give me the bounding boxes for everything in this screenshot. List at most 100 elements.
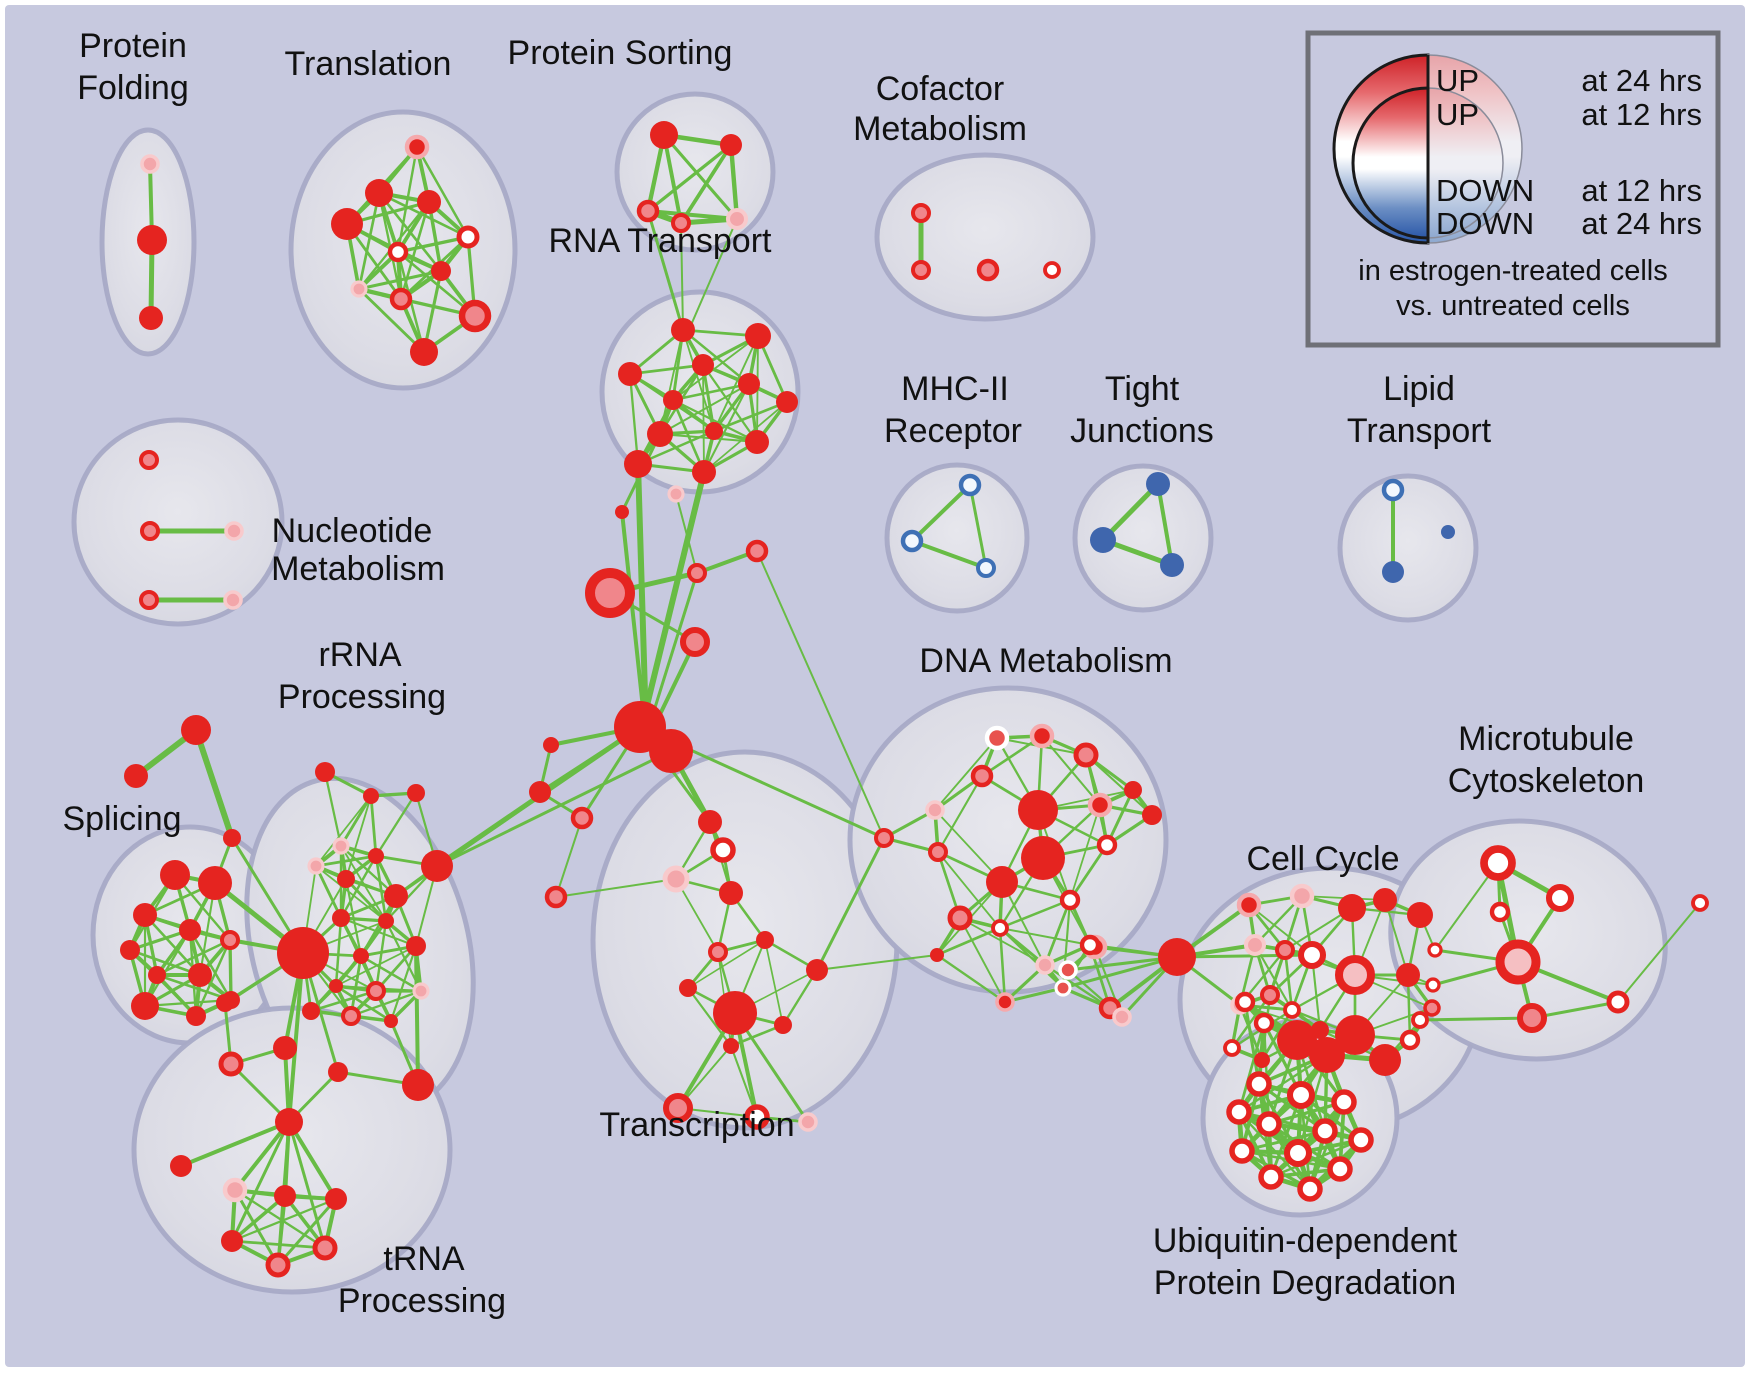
edge-transcription <box>764 939 784 1026</box>
edge <box>756 550 885 839</box>
legend-inner-circle-left-icon <box>1351 86 1430 240</box>
node-pink <box>687 563 707 583</box>
edge <box>646 571 699 732</box>
node-red <box>274 1185 296 1207</box>
node-donut <box>1399 1029 1421 1051</box>
edge-splicing <box>155 973 233 1002</box>
edge-rrna-processing <box>315 865 387 922</box>
node-pale <box>925 800 945 820</box>
node-red <box>332 909 350 927</box>
node-donut <box>1258 1164 1284 1190</box>
legend-inner-circle-right-icon <box>1427 87 1504 239</box>
edge-rrna-processing <box>323 770 343 848</box>
edge-rrna-processing <box>374 791 418 858</box>
edge-rna-transport <box>671 382 751 402</box>
node-red <box>618 362 642 386</box>
edge <box>816 954 938 971</box>
node-red <box>1142 805 1162 825</box>
edge-dna-metabolism <box>1043 963 1112 1010</box>
node-red <box>1309 1037 1345 1073</box>
node-red <box>302 1002 320 1020</box>
node-red <box>329 979 343 993</box>
edge <box>910 483 972 543</box>
edge <box>1061 955 1179 990</box>
node-donut <box>1297 1176 1323 1202</box>
node-blue <box>1441 525 1455 539</box>
node-pale <box>1112 1007 1132 1027</box>
edge-rrna-processing <box>349 954 363 1018</box>
edge-translation <box>357 269 443 291</box>
node-red <box>1254 1052 1270 1068</box>
node-donut <box>1246 1071 1272 1097</box>
edge-cell-cycle <box>1384 899 1409 976</box>
label-protein-folding-2: Folding <box>77 69 189 107</box>
node-pink <box>341 1006 361 1026</box>
edge-dna-metabolism <box>998 898 1072 930</box>
node-red <box>615 505 629 519</box>
edge <box>287 951 305 1124</box>
node-pink <box>585 568 635 618</box>
node-red <box>417 190 441 214</box>
node-pale <box>224 521 244 541</box>
node-red <box>131 992 159 1020</box>
node-pale <box>412 982 430 1000</box>
node-red <box>692 460 716 484</box>
node-red <box>402 1069 434 1101</box>
node-pink <box>458 299 492 333</box>
label-translation: Translation <box>285 45 452 83</box>
node-red <box>179 919 201 941</box>
node-red <box>363 788 379 804</box>
edge-rrna-processing <box>359 954 423 993</box>
edge-splicing <box>143 928 192 1008</box>
node-pale <box>725 207 749 231</box>
node-pcore <box>1495 939 1541 985</box>
node-red <box>663 390 683 410</box>
node-red <box>647 421 673 447</box>
edge <box>414 944 420 1087</box>
node-pink <box>708 942 728 962</box>
legend-down-24-dir: DOWN <box>1436 206 1534 241</box>
node-blue <box>1146 472 1170 496</box>
node-donut <box>1331 1089 1357 1115</box>
legend-up-12-dir: UP <box>1436 97 1479 132</box>
node-donut <box>1327 1156 1353 1182</box>
cluster-lipid-transport-ellipse <box>1337 473 1479 623</box>
edge-rrna-processing <box>314 854 378 868</box>
edge-rna-transport <box>713 335 759 432</box>
node-red <box>139 306 163 330</box>
node-pink <box>265 1252 291 1278</box>
node-donut <box>1096 834 1118 856</box>
node-wring <box>1054 979 1072 997</box>
node-red <box>543 737 559 753</box>
node-donut <box>456 225 480 249</box>
node-red <box>222 991 240 1009</box>
edge-translation <box>396 235 470 254</box>
node-red <box>774 1016 792 1034</box>
node-donut <box>1283 1001 1301 1019</box>
edge-rna-transport <box>671 398 759 444</box>
node-red <box>431 261 451 281</box>
node-red <box>223 829 241 847</box>
node-pink <box>312 1235 338 1261</box>
node-pink <box>976 258 1000 282</box>
node-red <box>384 884 408 908</box>
node-pink <box>1260 985 1280 1005</box>
edge-rrna-processing <box>344 877 388 923</box>
node-red <box>671 318 695 342</box>
edge-translation <box>396 250 477 318</box>
legend-up-12-time: at 12 hrs <box>1581 97 1702 132</box>
node-red <box>738 373 760 395</box>
node-red <box>1158 938 1196 976</box>
edge-trna-processing <box>230 1194 287 1243</box>
node-red2 <box>1087 792 1113 818</box>
label-ubiquitin-1: Ubiquitin-dependent <box>1153 1222 1458 1260</box>
node-pink <box>970 764 994 788</box>
node-pink <box>928 842 948 862</box>
edge <box>1156 482 1174 567</box>
edge-rrna-processing <box>334 916 343 988</box>
label-lipid-2: Transport <box>1347 412 1492 450</box>
node-pink <box>389 287 413 311</box>
node-red <box>1338 894 1366 922</box>
node-donut <box>1489 901 1511 923</box>
